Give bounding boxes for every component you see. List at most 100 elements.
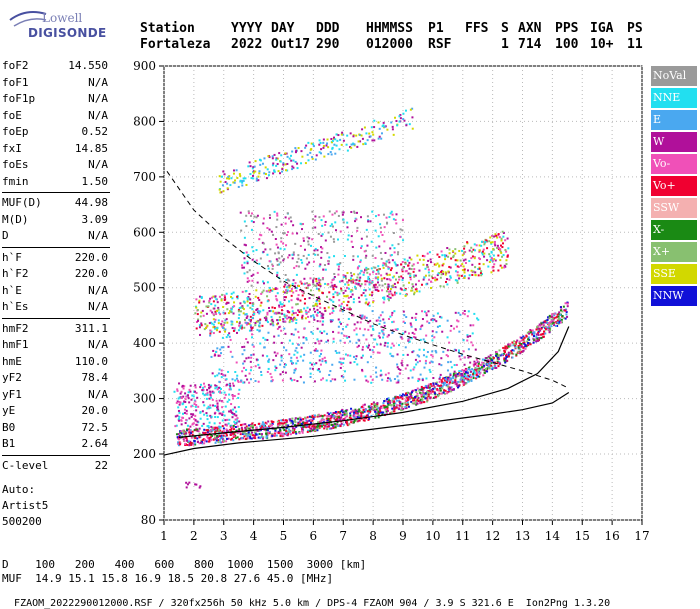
param-row: foE N/A	[2, 108, 110, 124]
echo-point	[230, 292, 233, 295]
echo-point	[289, 433, 292, 436]
echo-point	[225, 318, 228, 321]
echo-point	[286, 317, 289, 320]
echo-point	[273, 153, 276, 156]
echo-point	[339, 138, 342, 141]
echo-point	[223, 294, 226, 297]
echo-point	[379, 226, 382, 229]
echo-point	[546, 321, 549, 324]
echo-point	[507, 343, 510, 346]
echo-point	[513, 340, 516, 343]
echo-point	[322, 138, 325, 141]
echo-point	[501, 246, 504, 249]
echo-point	[450, 390, 453, 393]
echo-point	[308, 426, 311, 429]
echo-point	[416, 392, 419, 395]
legend-x: X-	[651, 220, 697, 240]
echo-point	[231, 413, 234, 416]
echo-point	[438, 377, 441, 380]
echo-point	[458, 274, 461, 277]
logo-swoosh-icon	[9, 11, 47, 27]
echo-point	[263, 172, 266, 175]
echo-point	[391, 399, 394, 402]
echo-point	[341, 414, 344, 417]
echo-point	[471, 332, 474, 335]
echo-point	[350, 235, 353, 238]
echo-point	[447, 361, 450, 364]
echo-point	[208, 397, 211, 400]
echo-point	[302, 223, 305, 226]
echo-point	[524, 347, 527, 350]
echo-point	[353, 411, 356, 414]
echo-point	[243, 266, 246, 269]
echo-point	[420, 401, 423, 404]
echo-point	[450, 377, 453, 380]
param-value: N/A	[88, 229, 108, 242]
echo-point	[286, 169, 289, 172]
echo-point	[189, 440, 192, 443]
param-row: fxI 14.85	[2, 141, 110, 157]
echo-point	[544, 327, 547, 330]
echo-point	[311, 210, 314, 213]
echo-point	[226, 177, 229, 180]
echo-point	[547, 325, 550, 328]
echo-point	[436, 312, 439, 315]
echo-point	[521, 350, 524, 353]
echo-point	[251, 422, 254, 425]
echo-point	[249, 378, 252, 381]
param-key: yE	[2, 404, 16, 417]
echo-point	[238, 388, 241, 391]
echo-point	[386, 345, 389, 348]
echo-point	[488, 260, 491, 263]
echo-point	[494, 366, 497, 369]
echo-point	[272, 320, 275, 323]
echo-point	[377, 265, 380, 268]
echo-point	[386, 402, 389, 405]
echo-point	[350, 421, 353, 424]
echo-point	[380, 137, 383, 140]
echo-point	[288, 157, 291, 160]
echo-point	[334, 152, 337, 155]
echo-point	[478, 257, 481, 260]
echo-point	[295, 356, 298, 359]
echo-point	[209, 297, 212, 300]
echo-point	[218, 390, 221, 393]
echo-point	[462, 312, 465, 315]
echo-point	[268, 286, 271, 289]
echo-point	[464, 374, 467, 377]
echo-point	[492, 248, 495, 251]
echo-point	[325, 295, 328, 298]
echo-point	[285, 244, 288, 247]
echo-point	[294, 282, 297, 285]
echo-point	[231, 378, 234, 381]
echo-point	[485, 367, 488, 370]
echo-point	[331, 413, 334, 416]
echo-point	[442, 382, 445, 385]
echo-point	[318, 279, 321, 282]
echo-point	[278, 422, 281, 425]
echo-point	[371, 291, 374, 294]
echo-point	[418, 258, 421, 261]
echo-point	[302, 381, 305, 384]
echo-point	[355, 327, 358, 330]
param-row: h`F 220.0	[2, 250, 110, 266]
echo-point	[332, 300, 335, 303]
echo-point	[472, 248, 475, 251]
param-value: N/A	[88, 92, 108, 105]
echo-point	[360, 245, 363, 248]
echo-point	[264, 319, 267, 322]
echo-point	[213, 426, 216, 429]
echo-point	[564, 302, 567, 305]
echo-point	[405, 269, 408, 272]
echo-point	[252, 345, 255, 348]
echo-point	[401, 268, 404, 271]
param-key: h`F2	[2, 267, 29, 280]
echo-point	[473, 257, 476, 260]
echo-point	[335, 416, 338, 419]
echo-point	[288, 339, 291, 342]
echo-point	[440, 392, 443, 395]
echo-point	[522, 346, 525, 349]
echo-point	[449, 387, 452, 390]
echo-point	[260, 234, 263, 237]
echo-point	[440, 364, 443, 367]
